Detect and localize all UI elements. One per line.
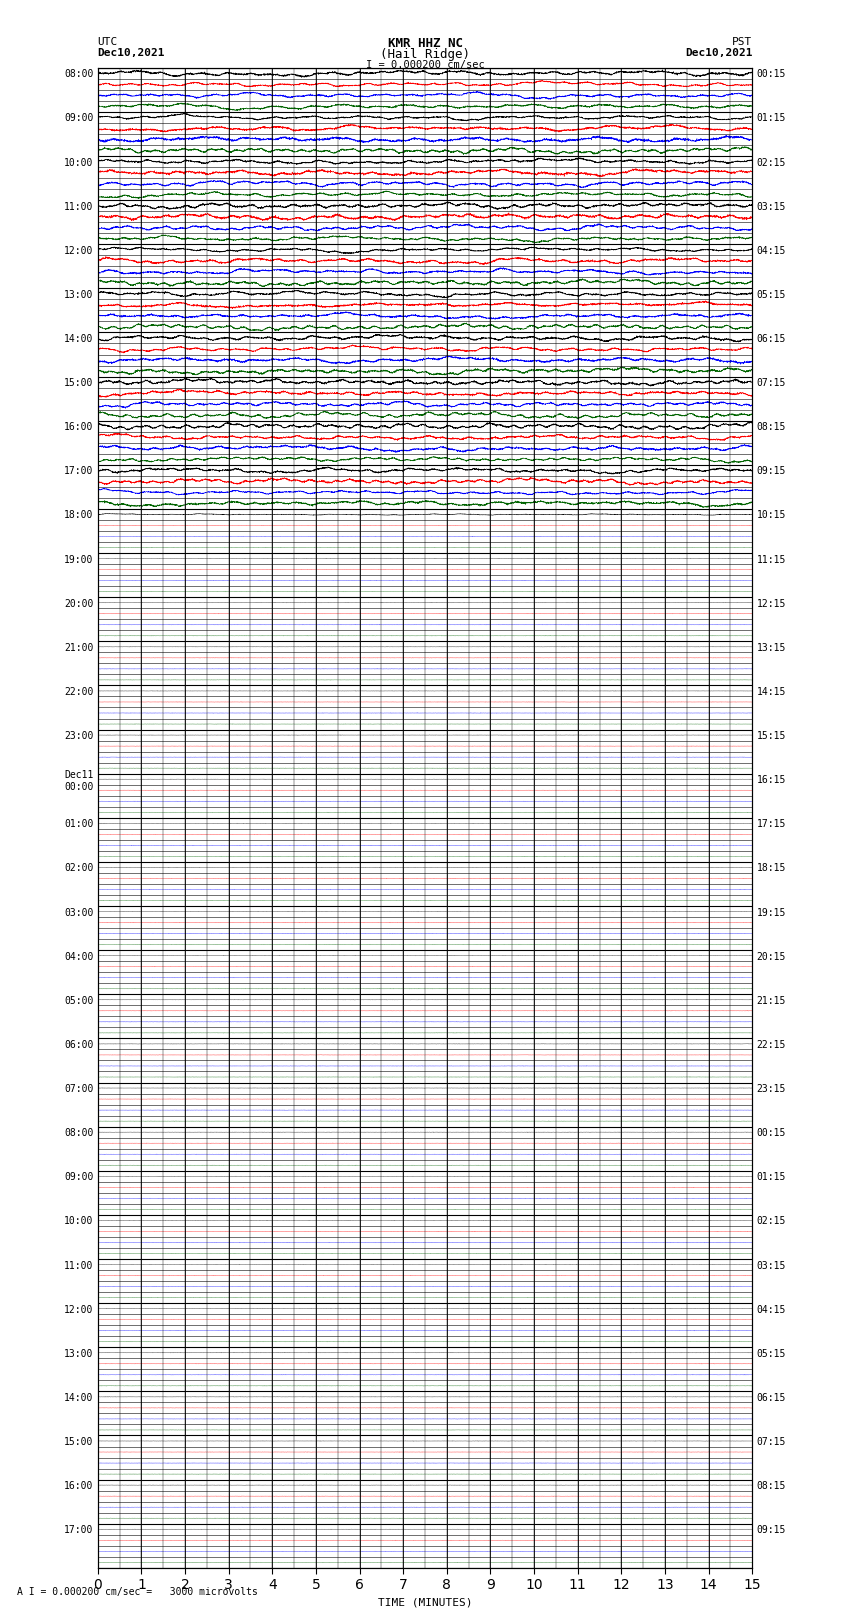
Text: (Hail Ridge): (Hail Ridge) xyxy=(380,48,470,61)
Text: KMR HHZ NC: KMR HHZ NC xyxy=(388,37,462,50)
Text: UTC: UTC xyxy=(98,37,118,47)
Text: A I = 0.000200 cm/sec =   3000 microvolts: A I = 0.000200 cm/sec = 3000 microvolts xyxy=(17,1587,258,1597)
X-axis label: TIME (MINUTES): TIME (MINUTES) xyxy=(377,1598,473,1608)
Text: I = 0.000200 cm/sec: I = 0.000200 cm/sec xyxy=(366,60,484,69)
Text: PST: PST xyxy=(732,37,752,47)
Text: Dec10,2021: Dec10,2021 xyxy=(98,48,165,58)
Text: Dec10,2021: Dec10,2021 xyxy=(685,48,752,58)
